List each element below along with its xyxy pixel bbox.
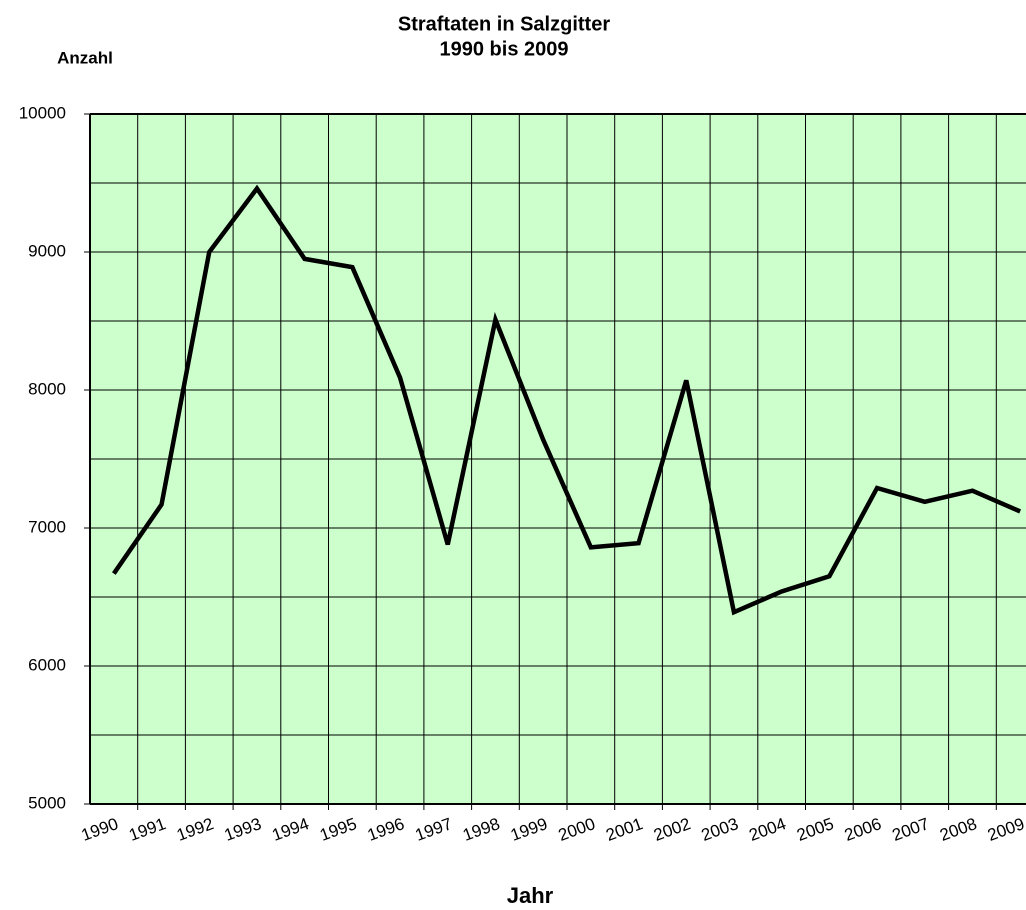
x-tick-label: 2002 <box>651 814 693 845</box>
y-axis-label: Anzahl <box>57 48 113 67</box>
x-tick-label: 1998 <box>460 814 502 845</box>
y-tick-label: 8000 <box>28 379 66 398</box>
x-tick-label: 2001 <box>603 814 645 845</box>
x-tick-label: 2004 <box>747 814 789 845</box>
x-tick-label: 1993 <box>222 814 264 845</box>
y-tick-label: 9000 <box>28 241 66 260</box>
x-tick-label: 2005 <box>794 814 836 845</box>
y-tick-label: 5000 <box>28 793 66 812</box>
x-tick-label: 2000 <box>556 814 598 845</box>
x-tick-label: 1991 <box>126 814 168 845</box>
x-tick-label: 1994 <box>270 814 312 845</box>
y-tick-label: 6000 <box>28 655 66 674</box>
x-tick-label: 1999 <box>508 814 550 845</box>
x-tick-label: 1996 <box>365 814 407 845</box>
chart-subtitle: 1990 bis 2009 <box>440 38 569 60</box>
chart-title: Straftaten in Salzgitter <box>398 13 610 35</box>
x-tick-label: 2007 <box>890 814 932 845</box>
x-tick-label: 2009 <box>985 814 1026 845</box>
y-tick-label: 10000 <box>19 103 66 122</box>
x-tick-label: 1992 <box>174 814 216 845</box>
x-tick-label: 1997 <box>413 814 455 845</box>
x-tick-label: 2006 <box>842 814 884 845</box>
y-tick-label: 7000 <box>28 517 66 536</box>
x-axis-label: Jahr <box>507 883 554 908</box>
x-tick-label: 1995 <box>317 814 359 845</box>
x-tick-label: 1990 <box>79 814 121 845</box>
x-tick-label: 2003 <box>699 814 741 845</box>
data-line <box>111 184 1022 616</box>
x-tick-label: 2008 <box>937 814 979 845</box>
